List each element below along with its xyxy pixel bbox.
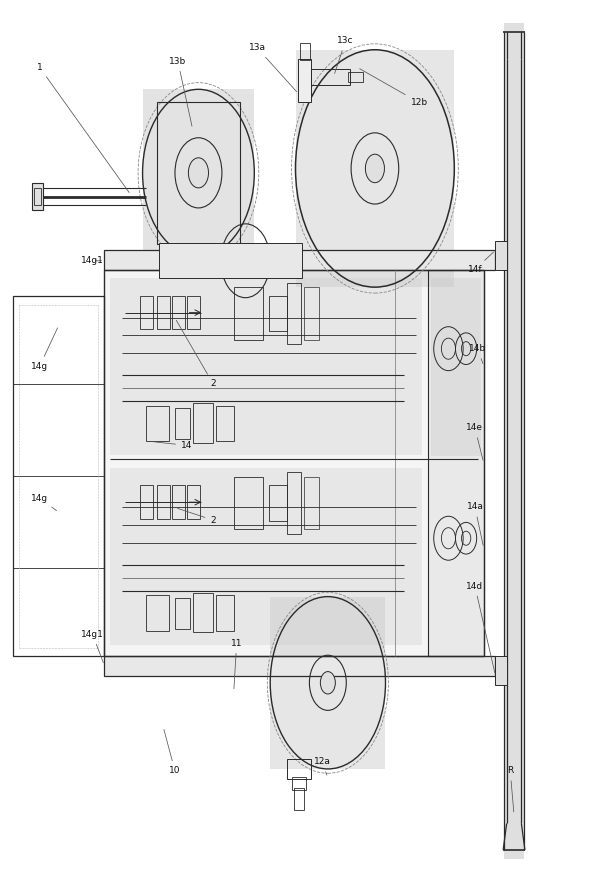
Bar <box>294 789 304 811</box>
Bar <box>216 406 233 441</box>
Bar <box>233 476 263 529</box>
Bar <box>287 759 311 779</box>
Bar <box>193 403 213 443</box>
Bar <box>428 270 483 656</box>
Bar <box>145 595 169 631</box>
Bar <box>105 270 483 656</box>
Bar <box>495 656 507 684</box>
Bar <box>504 23 524 859</box>
Text: 14f: 14f <box>467 252 493 274</box>
Bar <box>110 279 422 455</box>
Text: R: R <box>507 766 514 812</box>
Bar <box>13 296 105 656</box>
Bar <box>157 296 170 329</box>
Text: 14b: 14b <box>469 344 486 363</box>
Circle shape <box>241 254 250 267</box>
Text: 12a: 12a <box>314 758 330 775</box>
Text: 14g: 14g <box>31 494 57 511</box>
Bar <box>187 296 200 329</box>
Circle shape <box>189 158 209 188</box>
Bar <box>142 89 254 257</box>
Bar <box>298 58 311 102</box>
Bar <box>311 69 350 85</box>
Bar <box>304 476 319 529</box>
Text: 14g1: 14g1 <box>81 257 104 265</box>
Bar <box>145 406 169 441</box>
Text: 14a: 14a <box>466 503 483 545</box>
Bar <box>269 296 287 331</box>
Bar <box>349 71 363 82</box>
Text: 14g: 14g <box>31 328 57 370</box>
Bar <box>157 101 241 243</box>
Bar <box>34 188 41 206</box>
Text: 13a: 13a <box>249 43 297 92</box>
Bar <box>175 598 190 629</box>
Text: 10: 10 <box>164 729 181 775</box>
Text: 14g1: 14g1 <box>81 630 104 662</box>
Bar <box>172 485 185 519</box>
Text: 14d: 14d <box>466 581 495 673</box>
Bar <box>105 656 495 676</box>
Text: 14: 14 <box>154 441 192 450</box>
Text: 2: 2 <box>177 508 216 525</box>
Bar <box>160 243 302 279</box>
Bar <box>193 593 213 632</box>
Bar <box>105 250 495 270</box>
Bar <box>270 596 385 769</box>
Bar <box>495 242 507 270</box>
Bar <box>110 468 422 645</box>
Bar <box>304 288 319 340</box>
Bar <box>175 408 190 439</box>
Bar <box>32 183 43 210</box>
Bar <box>296 49 454 288</box>
Bar <box>287 283 301 344</box>
Text: 1: 1 <box>37 63 129 192</box>
Bar <box>287 472 301 534</box>
Circle shape <box>365 154 384 183</box>
Text: 11: 11 <box>231 639 242 689</box>
Bar <box>431 279 481 456</box>
Bar <box>300 42 310 60</box>
Text: 12b: 12b <box>360 69 428 107</box>
Bar <box>216 595 233 631</box>
Bar <box>233 288 263 340</box>
Bar <box>428 270 483 656</box>
Bar <box>105 270 483 656</box>
Bar <box>187 485 200 519</box>
Text: 2: 2 <box>176 320 216 388</box>
Bar <box>139 296 152 329</box>
Bar <box>139 485 152 519</box>
Text: 14e: 14e <box>466 423 483 460</box>
Text: 13c: 13c <box>335 36 354 73</box>
Circle shape <box>320 671 335 694</box>
Bar <box>157 485 170 519</box>
Text: 13b: 13b <box>169 56 192 126</box>
Bar <box>269 485 287 520</box>
Bar <box>172 296 185 329</box>
Bar <box>292 777 306 790</box>
